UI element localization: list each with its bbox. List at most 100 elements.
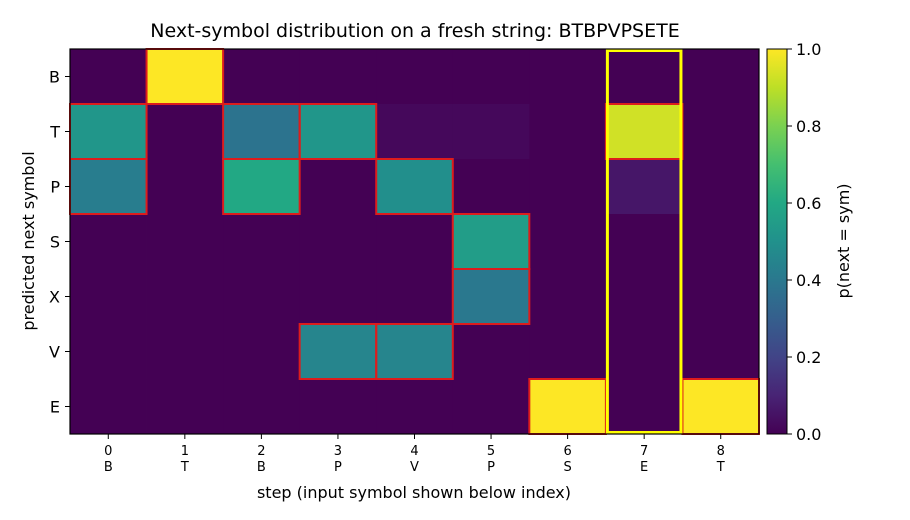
heatmap-cell-E-0 bbox=[70, 379, 147, 435]
colorbar-tick-label: 1.0 bbox=[796, 40, 821, 59]
heatmap-cell-S-0 bbox=[70, 214, 147, 270]
colorbar-label: p(next = sym) bbox=[834, 183, 853, 298]
heatmap-cell-X-4 bbox=[376, 269, 454, 325]
heatmap-cell-T-8 bbox=[682, 104, 760, 160]
x-tick-index: 4 bbox=[410, 444, 418, 459]
heatmap-cell-B-0 bbox=[70, 49, 147, 105]
heatmap-cell-S-7 bbox=[605, 214, 683, 270]
heatmap-cell-B-8 bbox=[682, 49, 760, 105]
y-tick-label: P bbox=[50, 178, 60, 197]
heatmap-cell-B-1 bbox=[146, 49, 224, 105]
heatmap-cell-T-7 bbox=[605, 104, 683, 160]
heatmap-cell-X-5 bbox=[452, 269, 530, 325]
cell-outline bbox=[375, 323, 454, 380]
heatmap-cell-E-3 bbox=[299, 379, 377, 435]
heatmap-cell-V-2 bbox=[223, 324, 301, 380]
y-tick-label: E bbox=[50, 398, 60, 417]
heatmap-cell-E-4 bbox=[376, 379, 454, 435]
heatmap-cell-T-1 bbox=[146, 104, 224, 160]
colorbar-tick-label: 0.8 bbox=[796, 117, 821, 136]
y-tick-label: T bbox=[49, 123, 60, 142]
heatmap-cell-B-3 bbox=[299, 49, 377, 105]
x-tick-index: 0 bbox=[104, 444, 112, 459]
heatmap-cell-V-3 bbox=[299, 324, 377, 380]
heatmap-cell-S-4 bbox=[376, 214, 454, 270]
heatmap-cell-V-8 bbox=[682, 324, 760, 380]
colorbar-tick-label: 0.0 bbox=[796, 425, 821, 444]
heatmap-cell-B-6 bbox=[529, 49, 607, 105]
cell-outline bbox=[222, 158, 301, 215]
heatmap-cell-P-2 bbox=[223, 159, 301, 215]
y-tick-label: X bbox=[49, 288, 60, 307]
heatmap-cell-P-8 bbox=[682, 159, 760, 215]
cell-outline bbox=[375, 158, 454, 215]
heatmap-cell-X-8 bbox=[682, 269, 760, 325]
x-tick-symbol: E bbox=[640, 460, 648, 475]
heatmap-cell-V-6 bbox=[529, 324, 607, 380]
x-tick-index: 6 bbox=[563, 444, 571, 459]
heatmap-cell-V-7 bbox=[605, 324, 683, 380]
x-tick-symbol: T bbox=[180, 460, 189, 475]
x-tick-index: 2 bbox=[257, 444, 265, 459]
heatmap-cell-B-7 bbox=[605, 49, 683, 105]
colorbar-tick-label: 0.4 bbox=[796, 271, 821, 290]
heatmap-cell-S-8 bbox=[682, 214, 760, 270]
heatmap-cell-V-1 bbox=[146, 324, 224, 380]
heatmap-cell-E-7 bbox=[605, 379, 683, 435]
x-tick-symbol: P bbox=[487, 460, 495, 475]
colorbar bbox=[766, 48, 788, 435]
heatmap-cell-P-7 bbox=[605, 159, 683, 215]
colorbar-tick-label: 0.2 bbox=[796, 348, 821, 367]
x-tick-symbol: T bbox=[716, 460, 725, 475]
heatmap-cell-S-2 bbox=[223, 214, 301, 270]
x-tick-symbol: S bbox=[563, 460, 571, 475]
x-tick-index: 5 bbox=[487, 444, 495, 459]
heatmap-cell-E-6 bbox=[529, 379, 607, 435]
colorbar-ticks: 0.0 0.2 0.4 0.6 0.8 1.0 bbox=[787, 40, 821, 444]
heatmap-cell-E-2 bbox=[223, 379, 301, 435]
heatmap-cell-E-1 bbox=[146, 379, 224, 435]
x-tick-index: 3 bbox=[334, 444, 342, 459]
x-tick-symbol: V bbox=[410, 460, 419, 475]
heatmap-cell-P-6 bbox=[529, 159, 607, 215]
colorbar-tick-label: 0.6 bbox=[796, 194, 821, 213]
heatmap-cell-S-6 bbox=[529, 214, 607, 270]
heatmap-cells bbox=[70, 49, 760, 435]
heatmap-cell-X-3 bbox=[299, 269, 377, 325]
chart-title: Next-symbol distribution on a fresh stri… bbox=[150, 20, 679, 42]
y-tick-label: S bbox=[50, 233, 60, 252]
heatmap-cell-V-5 bbox=[452, 324, 530, 380]
x-tick-index: 1 bbox=[181, 444, 189, 459]
heatmap-cell-E-5 bbox=[452, 379, 530, 435]
x-tick-symbol: B bbox=[257, 460, 266, 475]
heatmap-cell-P-4 bbox=[376, 159, 454, 215]
heatmap-cell-S-1 bbox=[146, 214, 224, 270]
heatmap-cell-X-6 bbox=[529, 269, 607, 325]
y-ticks: B T P S X V E bbox=[49, 68, 70, 417]
heatmap-cell-X-0 bbox=[70, 269, 147, 325]
heatmap-cell-T-4 bbox=[376, 104, 454, 160]
heatmap-cell-S-3 bbox=[299, 214, 377, 270]
x-axis-label: step (input symbol shown below index) bbox=[257, 483, 571, 502]
heatmap-cell-B-4 bbox=[376, 49, 454, 105]
heatmap-cell-E-8 bbox=[682, 379, 760, 435]
heatmap-cell-X-2 bbox=[223, 269, 301, 325]
heatmap-cell-P-3 bbox=[299, 159, 377, 215]
x-tick-symbol: B bbox=[104, 460, 113, 475]
heatmap-cell-S-5 bbox=[452, 214, 530, 270]
x-tick-index: 7 bbox=[640, 444, 648, 459]
highlighted-column-outline bbox=[605, 49, 683, 434]
cell-outline bbox=[451, 268, 531, 325]
plot-frame bbox=[69, 48, 760, 435]
cell-outline bbox=[298, 103, 378, 160]
heatmap-cell-X-7 bbox=[605, 269, 683, 325]
heatmap-cell-T-0 bbox=[70, 104, 147, 160]
y-axis-label: predicted next symbol bbox=[19, 151, 38, 330]
cell-outlines bbox=[69, 48, 761, 435]
heatmap-cell-T-6 bbox=[529, 104, 607, 160]
heatmap-cell-B-2 bbox=[223, 49, 301, 105]
heatmap-cell-V-0 bbox=[70, 324, 147, 380]
y-tick-label: V bbox=[49, 343, 60, 362]
